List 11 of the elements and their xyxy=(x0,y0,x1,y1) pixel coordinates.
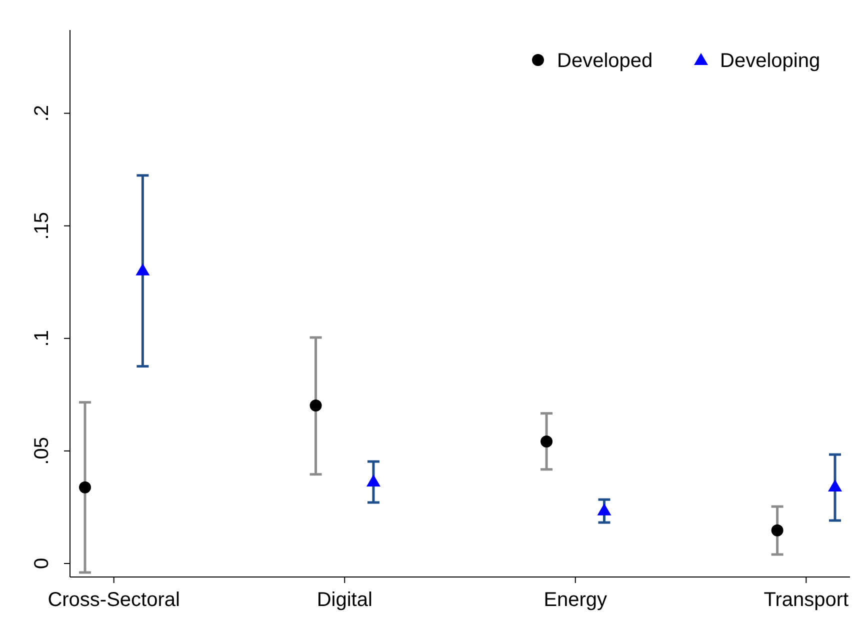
y-tick-label: 0 xyxy=(31,558,53,570)
x-tick-label: Digital xyxy=(316,589,372,611)
x-tick-label: Cross-Sectoral xyxy=(48,589,180,611)
legend-label: Developing xyxy=(720,50,820,72)
y-tick-label: .15 xyxy=(31,212,53,240)
y-tick-label: .2 xyxy=(31,104,53,122)
x-tick-label: Transport xyxy=(764,589,850,611)
y-tick-label: .05 xyxy=(31,437,53,465)
legend-label: Developed xyxy=(557,50,653,72)
x-tick-label: Energy xyxy=(544,589,608,611)
y-tick-label: .1 xyxy=(31,330,53,347)
